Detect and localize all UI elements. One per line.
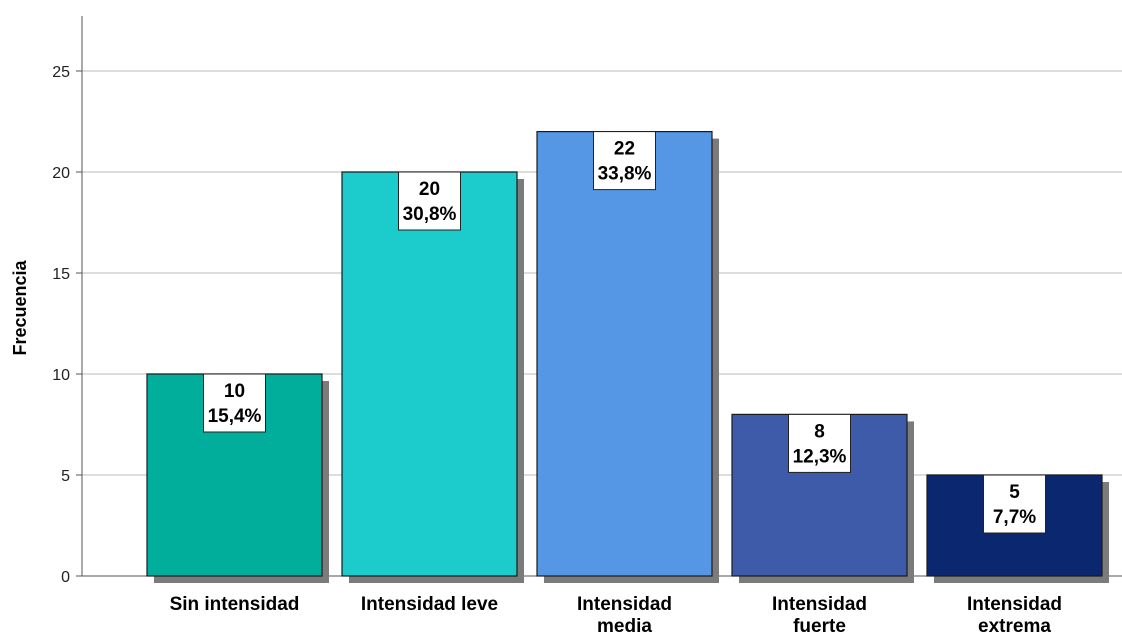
y-tick-label: 20: [52, 165, 70, 182]
y-tick-label: 10: [52, 367, 70, 384]
x-tick-label: Intensidad: [772, 594, 867, 615]
bar: [536, 131, 713, 577]
bar: [341, 171, 518, 577]
data-label-box: [788, 413, 851, 473]
data-label-box: [983, 474, 1046, 534]
data-label-percent: 12,3%: [793, 446, 847, 467]
x-tick-label: Intensidad: [967, 594, 1062, 615]
data-label-box: [398, 171, 461, 231]
data-label-percent: 7,7%: [993, 507, 1036, 528]
x-tick-label: fuerte: [793, 616, 846, 632]
y-tick-label: 0: [61, 569, 70, 586]
data-label-percent: 15,4%: [208, 406, 262, 427]
bars: [146, 131, 1109, 583]
data-labels: 10 15,4% 20 30,8% 22 33,8% 8 12,3% 5 7,7%: [203, 131, 1046, 534]
y-tick-label: 5: [61, 468, 70, 485]
y-tick-label: 15: [52, 266, 70, 283]
tick-labels: 0 5 10 15 20 25 Sin intensidad Intensidad leve I…: [52, 64, 1062, 637]
y-axis-label: Frecuencia: [10, 259, 30, 355]
data-label-count: 5: [1009, 482, 1020, 503]
x-tick-label: Intensidad: [577, 594, 672, 615]
data-label-percent: 30,8%: [403, 204, 457, 225]
data-label-count: 22: [614, 139, 635, 160]
x-tick-label: Intensidad leve: [361, 594, 498, 615]
data-label-box: [593, 131, 656, 191]
data-label-box: [203, 373, 266, 433]
data-label-percent: 33,8%: [598, 164, 652, 185]
data-label-count: 10: [224, 381, 245, 402]
x-tick-label: Sin intensidad: [170, 594, 300, 615]
x-tick-label: media: [597, 616, 652, 632]
x-tick-label: extrema: [978, 616, 1051, 632]
y-tick-label: 25: [52, 64, 70, 81]
data-label-count: 20: [419, 179, 440, 200]
data-label-count: 8: [814, 421, 825, 442]
